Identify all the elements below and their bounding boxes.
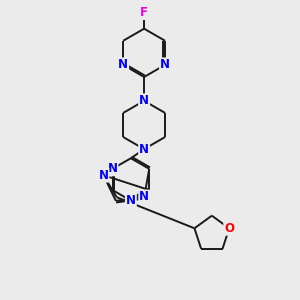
Text: N: N xyxy=(118,58,128,71)
Text: N: N xyxy=(139,190,149,203)
Text: N: N xyxy=(98,169,108,182)
Text: F: F xyxy=(140,6,148,19)
Text: N: N xyxy=(139,94,149,107)
Text: O: O xyxy=(224,222,234,235)
Text: N: N xyxy=(126,194,136,207)
Text: N: N xyxy=(160,58,170,71)
Text: N: N xyxy=(139,142,149,156)
Text: N: N xyxy=(107,162,118,175)
